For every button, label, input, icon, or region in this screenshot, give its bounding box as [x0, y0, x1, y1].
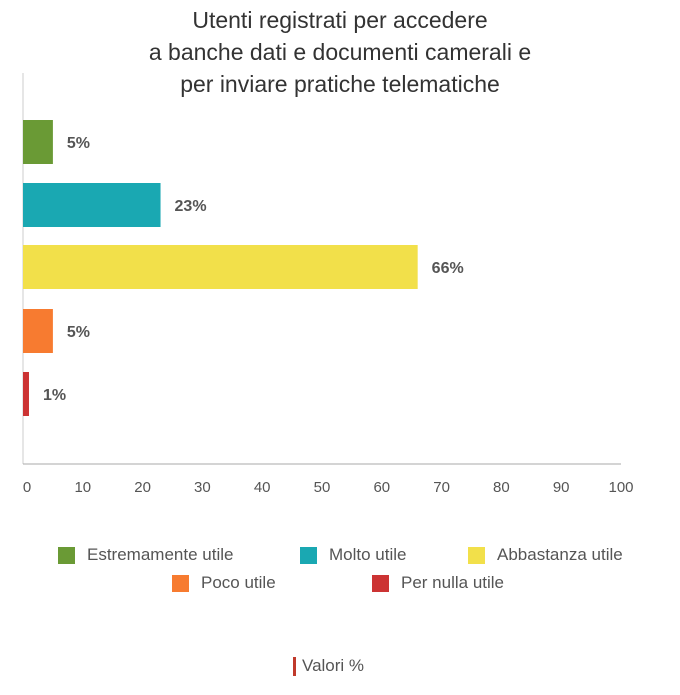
footnote: Valori % — [293, 656, 364, 676]
legend-label: Molto utile — [329, 545, 407, 564]
legend-swatch — [300, 546, 317, 564]
data-label: 5% — [67, 135, 90, 152]
bar-chart: 0 10 20 30 40 50 60 70 80 90 100 5% 23% 66% 5% 1% — [22, 73, 634, 496]
chart-title-line-1: Utenti registrati per accedere — [192, 7, 488, 33]
legend-item-per-nulla-utile: Per nulla utile — [372, 572, 504, 594]
chart-title: Utenti registrati per accedere a banche … — [0, 4, 680, 100]
legend-label: Abbastanza utile — [497, 545, 623, 564]
legend-swatch — [172, 574, 189, 592]
footnote-marker — [293, 656, 296, 676]
x-tick-label: 50 — [314, 479, 331, 496]
legend-item-abbastanza-utile: Abbastanza utile — [468, 544, 623, 566]
bar-per-nulla-utile — [23, 372, 29, 416]
data-label: 5% — [67, 324, 90, 341]
x-tick-label: 80 — [493, 479, 510, 496]
x-tick-label: 60 — [373, 479, 390, 496]
legend-swatch — [58, 546, 75, 564]
chart-title-line-3: per inviare pratiche telematiche — [180, 71, 500, 97]
legend-swatch — [372, 574, 389, 592]
legend-label: Poco utile — [201, 573, 276, 592]
footnote-text: Valori % — [302, 656, 365, 675]
bar-abbastanza-utile — [23, 245, 418, 289]
legend-swatch — [468, 546, 485, 564]
legend-item-estremamente-utile: Estremamente utile — [58, 544, 233, 566]
legend-label: Estremamente utile — [87, 545, 234, 564]
x-tick-label: 90 — [553, 479, 570, 496]
data-label: 23% — [175, 198, 207, 215]
bar-molto-utile — [23, 183, 161, 227]
x-tick-label: 40 — [254, 479, 271, 496]
x-tick-label: 70 — [433, 479, 450, 496]
x-tick-label: 10 — [74, 479, 91, 496]
chart-title-line-2: a banche dati e documenti camerali e — [148, 39, 532, 65]
legend-label: Per nulla utile — [401, 573, 505, 592]
data-label: 66% — [432, 260, 464, 277]
x-tick-label: 20 — [134, 479, 151, 496]
x-tick-label: 0 — [23, 479, 31, 496]
legend-item-molto-utile: Molto utile — [300, 544, 406, 566]
x-tick-label: 30 — [194, 479, 211, 496]
bar-poco-utile — [23, 309, 53, 353]
x-tick-label: 100 — [608, 479, 633, 496]
bar-estremamente-utile — [23, 120, 53, 164]
legend-item-poco-utile: Poco utile — [172, 572, 276, 594]
data-label: 1% — [43, 387, 66, 404]
